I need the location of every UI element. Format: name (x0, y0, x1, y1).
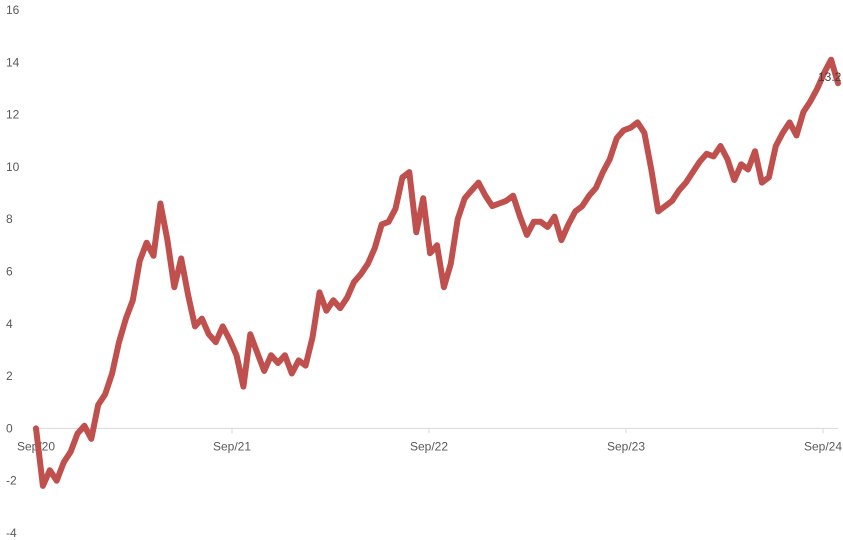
data-label-last: 13.2 (818, 70, 842, 84)
y-tick-label: 0 (6, 421, 13, 435)
y-tick-label: 12 (6, 108, 20, 122)
y-tick-label: 16 (6, 3, 20, 17)
y-axis: -4 -2 0 2 4 6 8 10 12 14 16 (6, 3, 20, 540)
x-axis: Sep/20 Sep/21 Sep/22 Sep/23 Sep/24 (17, 427, 842, 453)
series-line (33, 56, 841, 489)
y-tick-label: 10 (6, 160, 20, 174)
x-tick-label: Sep/23 (607, 439, 645, 453)
x-tick-label: Sep/22 (410, 439, 448, 453)
series-layer (33, 56, 841, 489)
y-tick-label: 8 (6, 212, 13, 226)
x-tick-label: Sep/24 (804, 439, 842, 453)
y-tick-label: -2 (6, 474, 17, 488)
x-tick-label: Sep/21 (213, 439, 251, 453)
y-tick-label: 4 (6, 317, 13, 331)
y-tick-label: 2 (6, 369, 13, 383)
y-tick-label: 14 (6, 55, 20, 69)
y-tick-label: 6 (6, 265, 13, 279)
y-tick-label: -4 (6, 526, 17, 540)
